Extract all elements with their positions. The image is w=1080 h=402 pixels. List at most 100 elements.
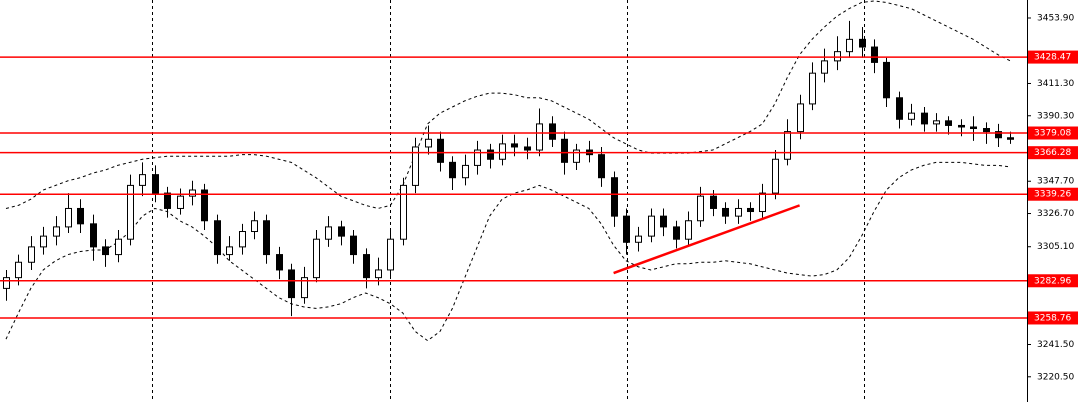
candle-body [487,149,494,160]
level-label: 3366.28 [1034,148,1071,158]
level-tag [1028,274,1078,288]
candle-body [276,254,283,271]
candle-body [28,246,35,263]
candle-body [784,131,791,160]
candle-body [995,131,1002,139]
candle-body [611,177,618,217]
candle-body [809,72,816,105]
candle-body [598,154,605,179]
candle-body [945,120,952,126]
candle-body [350,235,357,256]
y-tick-label: 3347.70 [1037,177,1074,187]
trendline [613,204,801,275]
candle-body [325,226,332,240]
candle-body [883,61,890,99]
level-label: 3282.96 [1034,276,1071,286]
y-tick-label: 3241.50 [1037,340,1074,350]
candle-body [77,207,84,225]
candle-body [759,192,766,213]
candle-body [921,112,928,125]
candle-body [648,215,655,237]
y-tick-label: 3220.50 [1037,372,1074,382]
candle-body [226,246,233,256]
candle-body [660,215,667,228]
candle-body [958,124,965,128]
candle-body [735,207,742,217]
candle-body [102,246,109,256]
y-tick-label: 3326.70 [1037,209,1074,219]
candle-body [933,120,940,125]
y-tick-label: 3411.30 [1037,79,1074,89]
level-label: 3379.08 [1034,129,1071,139]
level-tag [1028,311,1078,325]
candle-body [313,238,320,279]
y-tick-label: 3453.90 [1037,13,1074,23]
y-tick-label: 3390.30 [1037,111,1074,121]
period-separators [152,0,865,402]
candle-body [536,123,543,151]
candle-body [462,164,469,179]
candle-body [177,195,184,209]
candle-body [40,235,47,248]
candle-body [437,138,444,163]
candle-body [983,128,990,133]
candle-body [449,161,456,179]
candle-body [90,223,97,248]
candle-body [859,38,866,48]
candle-body [511,143,518,148]
level-tag [1028,187,1078,201]
candle-body [387,238,394,271]
candle-body [400,184,407,240]
y-tick-label: 3305.10 [1037,242,1074,252]
level-tag [1028,146,1078,160]
candle-body [908,112,915,120]
candle-body [189,189,196,197]
candle-body [53,226,60,237]
level-label: 3428.47 [1034,53,1071,63]
level-label: 3339.26 [1034,190,1071,200]
candle-body [15,261,22,279]
candle-body [747,207,754,213]
candle-body [363,254,370,279]
candle-body [375,269,382,279]
candle-body [288,269,295,299]
candle-body [673,226,680,240]
candle-body [214,220,221,256]
candle-body [797,103,804,133]
candle-body [846,38,853,53]
candle-body [871,46,878,63]
candle-body [474,149,481,166]
candle-body [710,195,717,209]
candle-body [524,146,531,151]
candle-body [301,277,308,299]
candle-body [623,215,630,243]
candle-body [549,123,556,140]
candle-body [164,192,171,209]
level-label: 3258.76 [1034,313,1071,323]
candle-body [65,207,72,228]
candle-body [573,149,580,163]
candle-body [412,146,419,186]
candle-body [722,207,729,217]
candle-body [685,220,692,240]
candle-body [772,158,779,194]
level-tag [1028,126,1078,140]
candle-body [239,231,246,248]
bollinger-band [5,161,1011,342]
candle-body [697,195,704,222]
candle-body [3,277,10,289]
candle-body [635,235,642,243]
candle-body [425,138,432,148]
candle-body [821,60,828,74]
candle-body [896,97,903,120]
candle-body [152,174,159,194]
candle-body [834,51,841,62]
candle-body [499,143,506,160]
level-tag [1028,50,1078,64]
candle-body [338,226,345,237]
candle-body [970,126,977,130]
candle-body [201,189,208,222]
candle-body [1007,137,1014,140]
